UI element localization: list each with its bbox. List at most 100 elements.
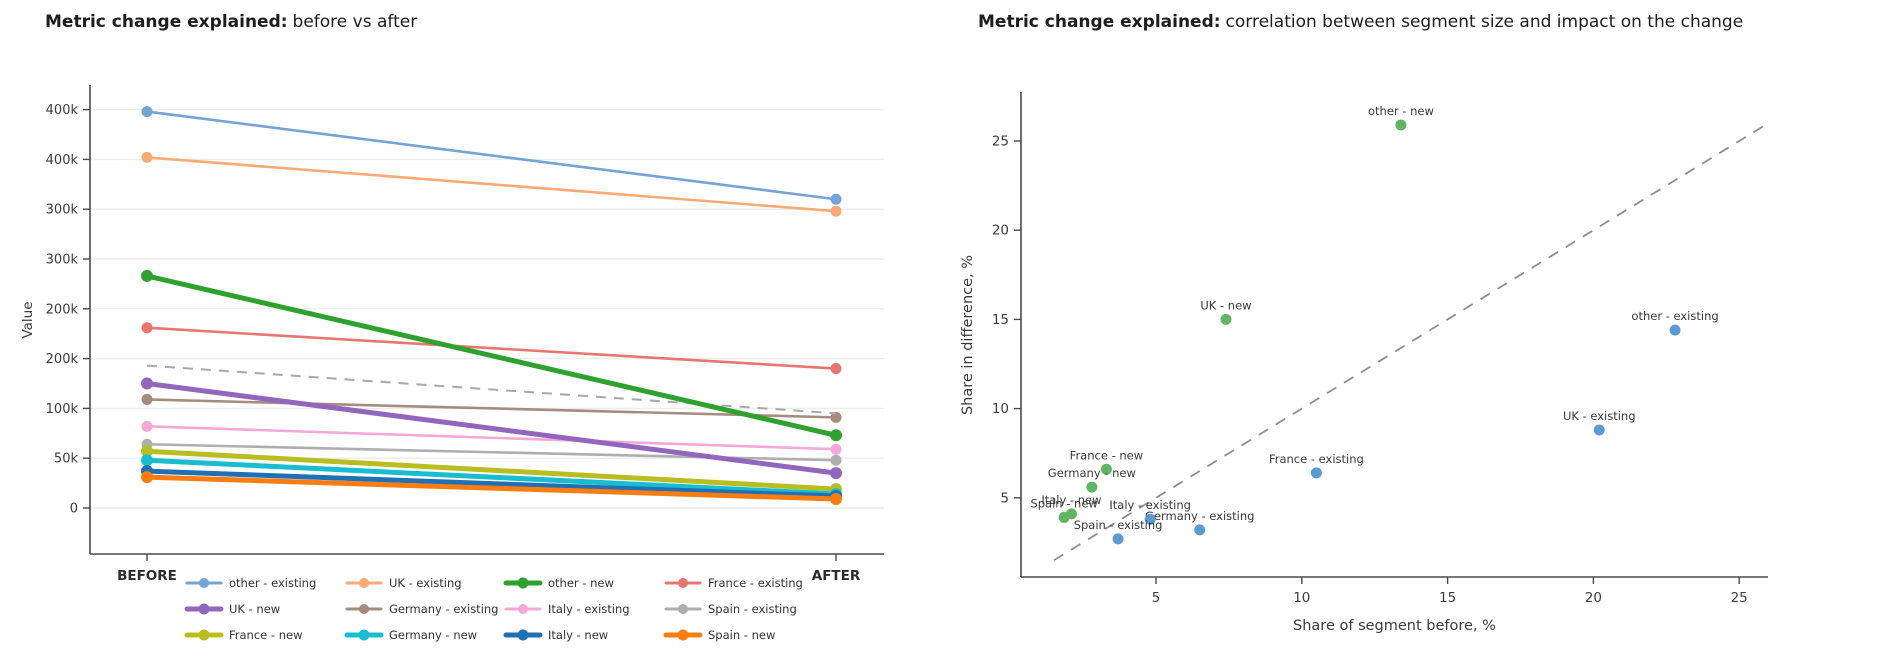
legend-item-Germany-new[interactable]: Germany - new	[344, 628, 477, 642]
left-chart-title-bold: Metric change explained:	[45, 12, 288, 32]
y-tick-label: 400k	[46, 103, 79, 118]
series-point-before	[141, 393, 153, 405]
series-Italy-existing	[141, 420, 842, 455]
series-other-existing	[141, 106, 842, 205]
y-tick-label: 5	[1000, 490, 1009, 506]
series-Germany-existing	[141, 393, 842, 423]
legend-item-UK-new[interactable]: UK - new	[184, 602, 280, 616]
legend-item-Germany-existing[interactable]: Germany - existing	[345, 602, 498, 616]
y-tick-label: 100k	[46, 402, 79, 417]
series-point-before	[141, 454, 153, 467]
series-point-after	[830, 467, 842, 480]
legend-label: UK - existing	[389, 576, 462, 590]
right-chart-title: Metric change explained: correlation betw…	[978, 12, 1743, 32]
identity-dashed-line	[1053, 124, 1766, 562]
point-marker	[1395, 119, 1407, 131]
series-line	[145, 326, 838, 370]
point-marker	[1112, 533, 1124, 545]
point-marker	[1144, 513, 1156, 525]
x-axis-title: Share of segment before, %	[1293, 618, 1496, 634]
series-point-after	[830, 193, 842, 205]
series-line	[145, 156, 838, 213]
series-point-after	[830, 454, 842, 466]
x-category-label: AFTER	[812, 568, 861, 584]
point-marker	[1058, 511, 1070, 523]
point-label: Italy - new	[1041, 493, 1101, 507]
series-UK-existing	[141, 151, 842, 217]
legend-item-Italy-new[interactable]: Italy - new	[503, 628, 608, 642]
series-line	[144, 381, 839, 476]
legend-marker	[198, 603, 210, 615]
point-marker	[1593, 424, 1605, 436]
point-marker	[1220, 313, 1232, 325]
y-tick-label: 20	[992, 223, 1009, 239]
point-label: France - existing	[1269, 452, 1364, 466]
point-label: France - new	[1070, 448, 1143, 462]
point-marker	[1310, 467, 1322, 479]
point-marker	[1100, 463, 1112, 475]
point-label: UK - new	[1200, 298, 1251, 312]
scatter-point-France-existing: France - existing	[1269, 452, 1364, 479]
legend-marker	[517, 629, 529, 641]
scatter-point-Germany-existing: Germany - existing	[1145, 509, 1254, 536]
legend-label: France - new	[229, 628, 302, 642]
legend-item-other-new[interactable]: other - new	[503, 576, 614, 590]
legend-label: UK - new	[229, 602, 280, 616]
series-point-before	[141, 471, 153, 484]
legend-item-Spain-new[interactable]: Spain - new	[663, 628, 775, 642]
y-tick-label: 300k	[46, 203, 79, 218]
series-point-after	[830, 363, 842, 375]
scatter-point-Germany-new: Germany - new	[1048, 466, 1136, 493]
point-marker	[1086, 481, 1098, 493]
left-chart-title: Metric change explained: before vs after	[45, 12, 417, 32]
y-tick-label: 10	[992, 401, 1009, 417]
series-point-before	[141, 377, 153, 390]
series-line	[145, 398, 838, 419]
point-marker	[1669, 324, 1681, 336]
legend-item-France-existing[interactable]: France - existing	[664, 576, 803, 590]
scatter-point-Italy-existing: Italy - existing	[1109, 498, 1191, 525]
y-tick-label: 300k	[46, 253, 79, 268]
legend-marker	[198, 629, 210, 641]
legend-item-France-new[interactable]: France - new	[184, 628, 302, 642]
scatter-point-other-new: other - new	[1368, 104, 1434, 131]
legend-marker	[359, 578, 369, 588]
legend-label: Italy - existing	[548, 602, 630, 616]
point-label: other - existing	[1631, 309, 1718, 323]
series-line	[144, 448, 839, 492]
legend-marker	[517, 577, 529, 589]
series-point-after	[830, 443, 842, 455]
legend-item-UK-existing[interactable]: UK - existing	[345, 576, 462, 590]
y-tick-label: 25	[992, 134, 1009, 150]
legend-marker	[678, 604, 688, 614]
y-tick-label: 0	[70, 502, 78, 517]
legend-marker	[199, 578, 209, 588]
point-marker	[1194, 524, 1206, 536]
series-line	[144, 457, 839, 497]
legend-marker	[358, 629, 370, 641]
y-tick-label: 50k	[54, 452, 79, 467]
legend-label: other - existing	[229, 576, 316, 590]
scatter-point-Spain-existing: Spain - existing	[1074, 518, 1162, 545]
legend-label: Spain - existing	[708, 602, 797, 616]
legend-item-Spain-existing[interactable]: Spain - existing	[664, 602, 797, 616]
y-tick-label: 200k	[46, 352, 79, 367]
legend-label: other - new	[548, 576, 614, 590]
legend-item-Italy-existing[interactable]: Italy - existing	[504, 602, 630, 616]
legend-item-other-existing[interactable]: other - existing	[185, 576, 316, 590]
x-tick-label: 5	[1152, 590, 1161, 606]
right-chart-title-bold: Metric change explained:	[978, 12, 1221, 32]
series-point-before	[141, 445, 153, 458]
point-label: other - new	[1368, 104, 1434, 118]
series-line	[145, 425, 838, 451]
x-category-label: BEFORE	[117, 568, 177, 584]
legend-label: France - existing	[708, 576, 803, 590]
legend-marker	[359, 604, 369, 614]
x-tick-label: 15	[1439, 590, 1456, 606]
scatter-point-UK-new: UK - new	[1200, 298, 1252, 325]
series-point-before	[141, 151, 153, 163]
series-line	[144, 273, 839, 438]
scatter-point-France-new: France - new	[1070, 448, 1143, 475]
